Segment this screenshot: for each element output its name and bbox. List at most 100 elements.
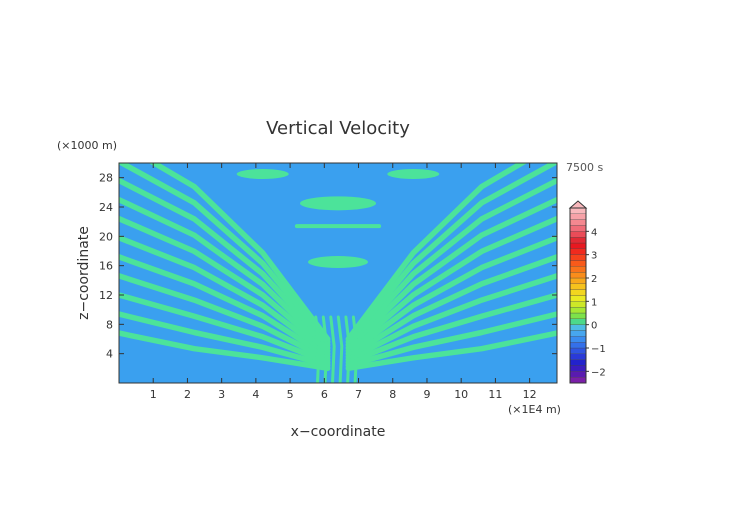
colorbar-box bbox=[569, 318, 587, 325]
positive-bands bbox=[119, 163, 557, 383]
colorbar-box bbox=[569, 207, 587, 214]
y-tick-label: 20 bbox=[99, 230, 113, 243]
colorbar-labels: 4 3 2 1 0 −1 −2 bbox=[586, 227, 606, 378]
x-tick-label: 11 bbox=[488, 388, 502, 401]
y-tick-label: 28 bbox=[99, 172, 113, 185]
y-axis-unit: (×1000 m) bbox=[57, 139, 117, 152]
x-tick-label: 10 bbox=[454, 388, 468, 401]
colorbar-box bbox=[569, 231, 587, 238]
y-tick-label: 24 bbox=[99, 201, 113, 214]
colorbar-box bbox=[569, 365, 587, 372]
wave-band-left bbox=[119, 196, 331, 351]
colorbar-top-arrow bbox=[568, 200, 588, 209]
colorbar-box bbox=[569, 289, 587, 296]
colorbar-box bbox=[569, 353, 587, 360]
wave-band-center bbox=[329, 315, 336, 383]
x-tick-label: 6 bbox=[321, 388, 328, 401]
colorbar-box bbox=[569, 237, 587, 244]
colorbar-box bbox=[569, 336, 587, 343]
colorbar-box bbox=[569, 283, 587, 290]
colorbar-label: 4 bbox=[591, 227, 597, 238]
y-axis-label: z−coordinate bbox=[76, 226, 92, 320]
wave-band-center bbox=[344, 315, 351, 383]
y-tick-label: 12 bbox=[99, 289, 113, 302]
x-tick-label: 9 bbox=[423, 388, 430, 401]
colorbar-box bbox=[569, 266, 587, 273]
colorbar-box bbox=[569, 277, 587, 284]
x-tick-label: 12 bbox=[523, 388, 537, 401]
wave-band-center bbox=[321, 315, 329, 383]
wave-band-right bbox=[345, 254, 557, 360]
wave-band-right bbox=[345, 177, 557, 348]
wave-band-right bbox=[345, 273, 557, 363]
colorbar-frame bbox=[569, 207, 587, 384]
wave-band-left bbox=[119, 330, 331, 372]
x-tick-label: 3 bbox=[218, 388, 225, 401]
colorbar-box bbox=[569, 347, 587, 354]
time-label: 7500 s bbox=[566, 161, 603, 174]
colorbar-label: −1 bbox=[591, 344, 606, 355]
wave-band-left bbox=[119, 273, 331, 363]
colorbar-box bbox=[569, 324, 587, 331]
x-tick-label: 8 bbox=[389, 388, 396, 401]
wave-band-left bbox=[119, 163, 331, 345]
colorbar-box bbox=[569, 254, 587, 261]
wave-band-right bbox=[345, 235, 557, 357]
x-tick-label: 2 bbox=[184, 388, 191, 401]
wave-band-right bbox=[345, 330, 557, 372]
wave-band-left bbox=[119, 235, 331, 357]
colorbar-box bbox=[569, 312, 587, 319]
colorbar-box bbox=[569, 307, 587, 314]
colorbar-box bbox=[569, 248, 587, 255]
colorbar-box bbox=[569, 225, 587, 232]
chart-title: Vertical Velocity bbox=[266, 118, 410, 139]
plot-frame bbox=[118, 162, 558, 384]
wave-band-left bbox=[119, 292, 331, 366]
colorbar-box bbox=[569, 301, 587, 308]
colorbar-box bbox=[569, 272, 587, 279]
colorbar-box bbox=[569, 242, 587, 249]
wave-band-center bbox=[336, 315, 344, 383]
colorbar-box bbox=[569, 359, 587, 366]
wave-band-left bbox=[119, 215, 331, 354]
colorbar-label: 0 bbox=[591, 321, 597, 332]
y-tick-label: 16 bbox=[99, 260, 113, 273]
colorbar-label: 3 bbox=[591, 251, 597, 262]
colorbar-box bbox=[569, 342, 587, 349]
wave-band-right bbox=[345, 292, 557, 366]
x-tick-label: 1 bbox=[150, 388, 157, 401]
x-tick-label: 4 bbox=[252, 388, 259, 401]
wave-band-center bbox=[314, 315, 321, 383]
colorbar-box bbox=[569, 377, 587, 384]
wave-band-right bbox=[345, 215, 557, 354]
wave-band-left bbox=[148, 163, 331, 342]
wave-band-left bbox=[119, 311, 331, 369]
colorbar-boxes bbox=[569, 207, 587, 384]
wave-blob bbox=[300, 196, 376, 211]
colorbar-box bbox=[569, 213, 587, 220]
x-tick-label: 5 bbox=[287, 388, 294, 401]
x-axis-ticks: 1 2 3 4 5 6 7 8 9 10 11 12 bbox=[150, 163, 537, 401]
colorbar-box bbox=[569, 330, 587, 337]
colorbar: 4 3 2 1 0 −1 −2 bbox=[568, 200, 606, 384]
x-axis-label: x−coordinate bbox=[291, 424, 386, 440]
wave-band-right bbox=[345, 311, 557, 369]
colorbar-box bbox=[569, 219, 587, 226]
y-axis-ticks: 4 8 12 16 20 24 28 bbox=[99, 172, 557, 361]
x-axis-unit: (×1E4 m) bbox=[508, 403, 561, 416]
x-tick-label: 7 bbox=[355, 388, 362, 401]
colorbar-label: −2 bbox=[591, 367, 606, 378]
y-tick-label: 4 bbox=[106, 348, 113, 361]
wave-blob bbox=[308, 256, 368, 268]
wave-band-right bbox=[345, 196, 557, 351]
velocity-field bbox=[119, 163, 557, 383]
wave-band-right bbox=[345, 163, 528, 342]
wave-band-left bbox=[119, 254, 331, 360]
y-tick-label: 8 bbox=[106, 318, 113, 331]
wave-band-right bbox=[345, 163, 557, 345]
wave-blob bbox=[236, 169, 289, 179]
wave-band-center bbox=[351, 315, 359, 383]
wave-band-left bbox=[119, 177, 331, 348]
colorbar-box bbox=[569, 371, 587, 378]
